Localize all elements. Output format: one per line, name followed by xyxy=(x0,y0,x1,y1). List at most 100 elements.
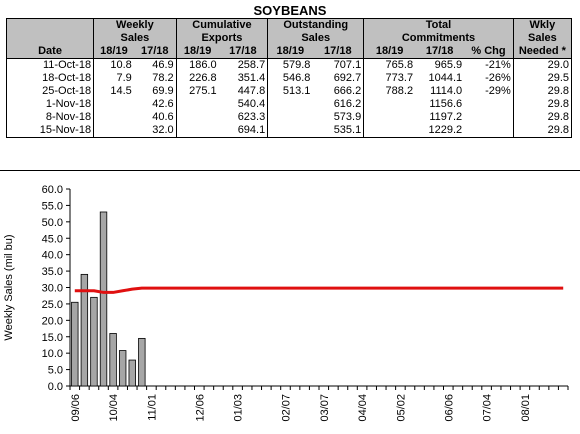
outstanding-header-2: Sales xyxy=(267,32,364,45)
value-cell xyxy=(175,124,219,138)
value-cell: 258.7 xyxy=(237,59,266,71)
x-tick-label: 11/01 xyxy=(146,394,158,421)
value-cell xyxy=(267,98,313,111)
value-cell: 513.1 xyxy=(267,85,313,98)
table-row: 1-Nov-18 42.6 540.4 616.2 1156.6 29.8 xyxy=(5,98,573,111)
value-cell: 773.7 xyxy=(363,72,416,85)
x-tick-label: 02/07 xyxy=(280,394,292,422)
weekly-1718-header: 17/18 xyxy=(133,45,177,59)
y-tick-label: 15.0 xyxy=(42,332,63,344)
value-cell: 788.2 xyxy=(363,85,416,98)
bar xyxy=(99,211,108,387)
value-cell: 14.5 xyxy=(93,85,134,98)
value-cell: 694.1 xyxy=(218,124,268,138)
total-header-2: Commitments xyxy=(363,32,514,45)
x-tick-label: 08/01 xyxy=(520,394,532,422)
value-cell xyxy=(93,111,134,124)
value-cell: -29% xyxy=(485,85,511,97)
y-tick-label: 25.0 xyxy=(42,299,63,311)
y-tick-label: 55.0 xyxy=(42,200,63,212)
value-cell: 1114.0 xyxy=(430,85,463,97)
value-cell: 10.8 xyxy=(93,58,134,72)
value-cell: 275.1 xyxy=(175,85,219,98)
value-cell: 186.0 xyxy=(175,58,219,72)
y-tick-label: 60.0 xyxy=(42,184,63,196)
needed-sales-line xyxy=(74,286,564,294)
y-tick-label: 40.0 xyxy=(42,250,63,262)
value-cell: 226.8 xyxy=(175,72,219,85)
table-row: 11-Oct-18 10.8 46.9 186.0 258.7 579.8 707.1 765… xyxy=(5,58,573,72)
bar xyxy=(128,359,136,387)
value-cell: 42.6 xyxy=(152,98,174,110)
value-cell xyxy=(464,98,513,111)
value-cell: 692.7 xyxy=(333,72,362,84)
x-tick-label: 07/04 xyxy=(482,394,494,422)
value-cell: 78.2 xyxy=(152,72,174,84)
table-row: 25-Oct-18 14.5 69.9 275.1 447.8 513.1 666.2 788… xyxy=(5,85,573,98)
x-tick-label: 05/02 xyxy=(395,394,407,422)
value-cell: 540.4 xyxy=(237,98,266,110)
value-cell: 29.5 xyxy=(512,72,573,85)
date-cell: 11-Oct-18 xyxy=(5,58,94,72)
weekly-sales-chart: 0.0 5.0 10.0 15.0 20.0 25.0 30.0 35.0 40.0 45.0 50… xyxy=(3,184,569,422)
value-cell: 965.9 xyxy=(434,59,463,71)
value-cell xyxy=(175,98,219,111)
value-cell: 579.8 xyxy=(267,58,313,72)
value-cell: 1229.2 xyxy=(415,124,465,138)
value-cell: 69.9 xyxy=(152,85,174,97)
value-cell xyxy=(267,111,313,124)
x-tick-label: 09/06 xyxy=(70,394,82,422)
pct-chg-header: % Chg xyxy=(464,45,514,59)
needed-header-3: Needed * xyxy=(512,45,573,59)
x-tick-label: 06/06 xyxy=(443,394,455,422)
y-tick-label: 10.0 xyxy=(42,348,63,360)
y-tick-label: 45.0 xyxy=(42,233,63,245)
y-tick-label: 20.0 xyxy=(42,315,63,327)
value-cell: 1044.1 xyxy=(428,72,463,84)
value-cell xyxy=(93,124,134,138)
value-cell: 7.9 xyxy=(93,72,134,85)
value-cell xyxy=(93,98,134,111)
total-1718-header: 17/18 xyxy=(415,45,465,59)
bar xyxy=(109,333,117,387)
outstanding-1819-header: 18/19 xyxy=(267,45,313,59)
date-cell: 8-Nov-18 xyxy=(5,111,94,124)
value-cell: 40.6 xyxy=(152,111,174,123)
weekly-1819-header: 18/19 xyxy=(93,45,134,59)
soybeans-table: Weekly Cumulative Outstanding Total Wkly… xyxy=(5,18,573,138)
section-divider xyxy=(0,170,580,171)
date-header: Date xyxy=(5,45,94,59)
value-cell: 623.3 xyxy=(237,111,266,123)
value-cell: 546.8 xyxy=(267,72,313,85)
outstanding-1718-header: 17/18 xyxy=(312,45,364,59)
value-cell xyxy=(267,124,313,138)
cumulative-header-1: Cumulative xyxy=(175,18,268,32)
date-header-blank-2 xyxy=(5,32,94,45)
needed-header-1: Wkly xyxy=(512,18,573,32)
value-cell: 46.9 xyxy=(152,59,174,71)
value-cell: 29.8 xyxy=(512,98,573,111)
y-tick-label: 35.0 xyxy=(42,266,63,278)
page-title: SOYBEANS xyxy=(253,3,327,18)
date-cell: 25-Oct-18 xyxy=(5,85,94,98)
cumulative-1819-header: 18/19 xyxy=(175,45,219,59)
value-cell: 29.8 xyxy=(512,111,573,124)
value-cell: 29.0 xyxy=(512,58,573,72)
total-header-1: Total xyxy=(363,18,514,32)
x-tick-label: 12/06 xyxy=(194,394,206,422)
y-tick-label: 30.0 xyxy=(42,283,63,295)
weekly-header-2: Sales xyxy=(93,32,177,45)
value-cell: 29.8 xyxy=(512,124,573,138)
y-tick-label: 50.0 xyxy=(42,217,63,229)
value-cell: 765.8 xyxy=(363,58,416,72)
weekly-header-1: Weekly xyxy=(93,18,177,32)
value-cell: 447.8 xyxy=(237,85,266,97)
date-cell: 1-Nov-18 xyxy=(5,98,94,111)
date-cell: 15-Nov-18 xyxy=(5,124,94,138)
value-cell xyxy=(363,124,416,138)
value-cell: 351.4 xyxy=(237,72,266,84)
x-tick-label: 10/04 xyxy=(108,394,120,422)
value-cell: 1156.6 xyxy=(429,98,463,110)
value-cell: 666.2 xyxy=(333,85,362,97)
table-row: 18-Oct-18 7.9 78.2 226.8 351.4 546.8 692.7 773.… xyxy=(5,72,573,85)
